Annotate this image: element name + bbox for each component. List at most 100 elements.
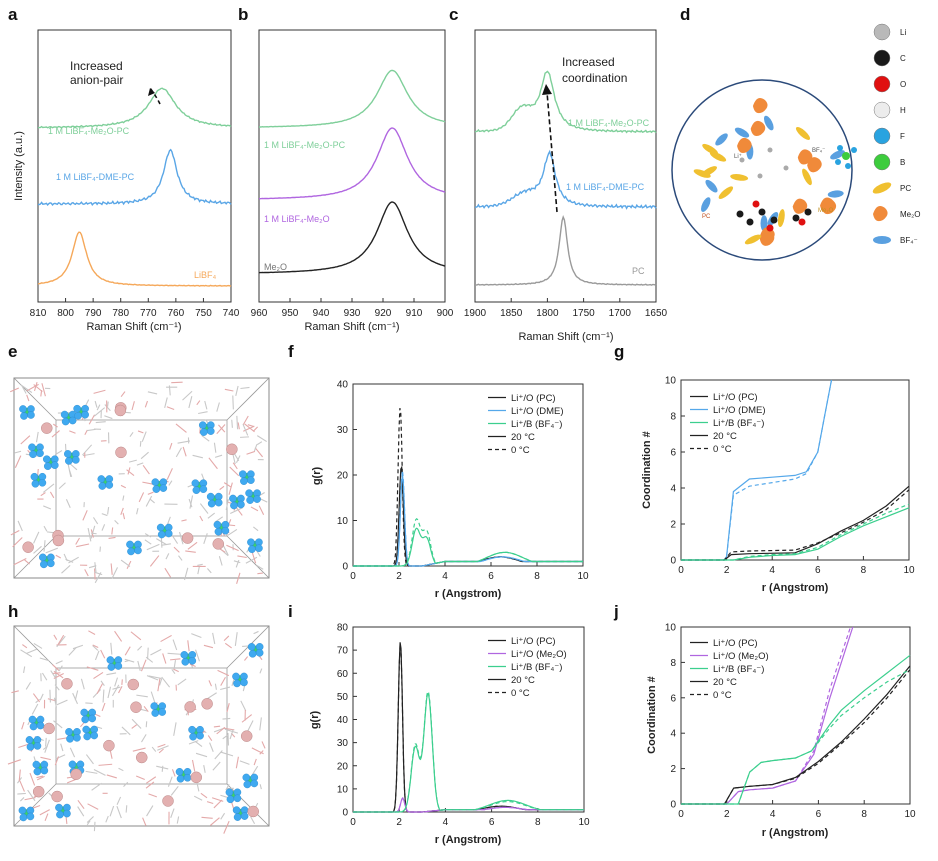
bf4-fluorine-sphere <box>225 788 234 797</box>
me2o-molecule <box>750 120 766 136</box>
solvent-stick <box>250 506 259 512</box>
legend-6-label: PC <box>900 184 911 193</box>
panel-c-annotation-line2: coordination <box>562 71 627 85</box>
solvent-stick <box>120 507 124 516</box>
legend-2-label: O <box>900 80 906 89</box>
solvent-stick <box>127 467 131 475</box>
panel-label-d: d <box>680 5 690 24</box>
solvent-stick <box>146 675 159 681</box>
solvent-stick <box>201 816 213 819</box>
legend-me2o-blob-icon <box>873 206 888 222</box>
solvent-stick <box>239 760 250 765</box>
panel-i-xtick-label: 2 <box>396 817 402 828</box>
panel-g-frame <box>680 379 910 561</box>
panel-j-x-label: r (Angstrom) <box>762 827 829 839</box>
solvent-stick <box>258 505 265 516</box>
panel-c-xtick-label: 1650 <box>645 308 668 319</box>
li-ion <box>739 157 745 163</box>
solvent-stick <box>51 430 60 438</box>
solvent-stick <box>39 657 49 662</box>
solvent-stick <box>189 495 194 509</box>
pc-carbon <box>758 208 766 216</box>
solvent-stick <box>176 816 180 824</box>
solvent-stick <box>253 758 257 766</box>
box-outline <box>13 377 270 579</box>
bf4-fluorine-sphere <box>36 449 44 458</box>
solvent-stick <box>138 492 145 503</box>
panel-label-g: g <box>614 342 624 361</box>
solvent-stick <box>196 400 201 406</box>
solvent-stick <box>220 812 226 820</box>
solvent-stick <box>172 639 178 651</box>
solvent-stick <box>53 697 57 708</box>
solvent-stick <box>107 506 110 515</box>
pc-molecule <box>718 186 734 199</box>
solvent-stick <box>57 737 68 741</box>
solvent-stick <box>45 547 58 554</box>
bf4-fluorine-sphere <box>226 795 235 804</box>
panel-a-xtick-label: 760 <box>168 308 185 319</box>
panel-a-series-1 <box>37 87 232 129</box>
me2o-tag: Me₂O <box>818 208 834 214</box>
solvent-stick <box>110 642 113 655</box>
legend-label: Li⁺/O (Me₂O) <box>713 651 769 662</box>
solvent-stick <box>254 447 263 458</box>
legend-4-label: F <box>900 132 905 141</box>
li-ion-sphere <box>22 541 34 553</box>
solvent-stick <box>55 554 62 559</box>
solvent-stick <box>193 795 203 801</box>
solvent-stick <box>187 640 190 652</box>
bf4-fluorine-sphere <box>106 656 115 664</box>
solvent-stick <box>107 401 109 407</box>
solvent-stick <box>195 752 208 758</box>
bf4-fluorine-sphere <box>29 722 38 731</box>
solvent-stick <box>220 686 231 691</box>
legend-label: Li⁺/B (BF₄⁻) <box>511 662 562 673</box>
bf4-fluorine-sphere <box>31 479 40 488</box>
panel-f-curves <box>353 408 583 567</box>
solvent-stick <box>136 462 144 466</box>
legend-7-label: Me₂O <box>900 210 920 219</box>
solvent-stick <box>182 446 187 457</box>
solvent-stick <box>213 799 223 809</box>
solvent-stick <box>157 745 169 751</box>
solvent-stick <box>131 718 142 729</box>
box-edge <box>13 625 57 669</box>
panel-c-xtick-label: 1900 <box>464 308 487 319</box>
bf4-fluorine-sphere <box>65 728 73 736</box>
bf4-fluorine-sphere <box>47 559 55 568</box>
solvent-stick <box>32 693 41 703</box>
solvent-stick <box>242 423 249 436</box>
solvent-stick <box>203 644 214 649</box>
legend-label: Li⁺/O (PC) <box>511 393 556 404</box>
li-ion-sphere <box>190 771 203 784</box>
solvent-stick <box>84 569 89 577</box>
solvent-stick <box>77 806 85 817</box>
solvent-stick <box>7 759 21 765</box>
solvent-stick <box>53 720 63 729</box>
panel-i-curves <box>353 642 584 813</box>
solvent-stick <box>72 692 79 705</box>
solvent-stick <box>216 424 226 435</box>
panel-c-x-axis: 1900 1850 1800 1750 1700 1650 <box>464 298 668 319</box>
panel-label-e: e <box>8 342 17 361</box>
panel-d-legend: Li C O H F B PC Me₂O BF₄⁻ <box>872 23 920 245</box>
bf4-fluorine-sphere <box>63 809 71 818</box>
solvent-stick <box>200 792 208 799</box>
bf4-fluorine-sphere <box>27 411 35 419</box>
solvent-stick <box>132 747 146 752</box>
bf4-fluorine-sphere <box>207 499 216 508</box>
panel-a-arrowhead <box>148 88 155 96</box>
solvent-stick <box>54 684 60 691</box>
solvent-stick <box>232 462 238 470</box>
solvent-stick <box>65 499 71 508</box>
solvent-stick <box>94 571 103 576</box>
solvent-stick <box>162 653 167 664</box>
solvent-stick <box>125 805 128 813</box>
solvent-stick <box>175 423 187 433</box>
solvent-stick <box>194 740 203 748</box>
me2o-molecule <box>792 198 808 214</box>
solvent-stick <box>181 519 187 522</box>
solvent-stick <box>166 468 173 480</box>
solvent-stick <box>27 789 36 802</box>
